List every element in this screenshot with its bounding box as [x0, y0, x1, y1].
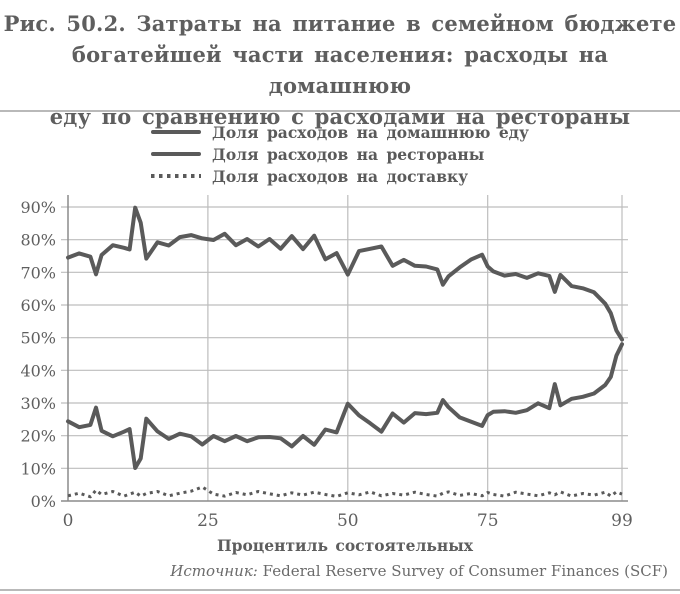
- y-tick-label-40: 40%: [20, 361, 56, 380]
- dotted-line-sample-icon: [151, 174, 202, 178]
- figure-title-line-3: еду по сравнению с расходами на ресторан…: [49, 104, 631, 129]
- legend-inner: Доля расходов на домашнюю еду Доля расхо…: [151, 121, 529, 187]
- legend-item-delivery: Доля расходов на доставку: [151, 165, 529, 187]
- y-tick-label-50: 50%: [20, 329, 56, 348]
- solid-line-sample-icon: [151, 130, 202, 134]
- figure-title-line-2: богатейшей части населения: расходы на д…: [71, 42, 609, 98]
- title-divider-rule: [0, 110, 680, 112]
- x-tick-label-75: 75: [477, 511, 499, 531]
- y-tick-label-20: 20%: [20, 427, 56, 446]
- legend-label-home-food: Доля расходов на домашнюю еду: [212, 122, 529, 142]
- legend-item-home-food: Доля расходов на домашнюю еду: [151, 121, 529, 143]
- source-label: Источник:: [170, 562, 258, 580]
- x-tick-label-50: 50: [337, 511, 359, 531]
- chart-legend: Доля расходов на домашнюю еду Доля расхо…: [0, 121, 680, 187]
- series-line-delivery: [67, 485, 623, 499]
- figure-title-line-1: Рис. 50.2. Затраты на питание в семейном…: [3, 11, 677, 36]
- figure-title: Рис. 50.2. Затраты на питание в семейном…: [0, 8, 680, 132]
- y-tick-label-60: 60%: [20, 296, 56, 315]
- y-tick-label-0: 0%: [31, 492, 56, 511]
- y-tick-label-10: 10%: [20, 459, 56, 478]
- source-note: Источник: Federal Reserve Survey of Cons…: [170, 562, 668, 580]
- x-tick-label-25: 25: [197, 511, 219, 531]
- y-tick-label-70: 70%: [20, 263, 56, 282]
- legend-item-restaurants: Доля расходов на рестораны: [151, 143, 529, 165]
- y-tick-label-90: 90%: [20, 198, 56, 217]
- source-text: Federal Reserve Survey of Consumer Finan…: [262, 562, 668, 580]
- line-chart-plot: 0% 10% 20% 30% 40% 50% 60% 70% 80% 90% 0 25 50 75 99: [20, 195, 633, 531]
- series-line-home-food: [66, 205, 624, 342]
- x-axis-title: Процентиль состоятельных: [216, 536, 474, 555]
- solid-line-sample-icon: [151, 152, 202, 156]
- legend-label-restaurants: Доля расходов на рестораны: [212, 144, 485, 164]
- x-tick-label-99: 99: [611, 511, 633, 531]
- y-tick-label-80: 80%: [20, 231, 56, 250]
- series-line-restaurants: [66, 342, 624, 470]
- bottom-rule: [0, 589, 680, 591]
- x-tick-label-0: 0: [63, 511, 74, 531]
- y-tick-label-30: 30%: [20, 394, 56, 413]
- legend-label-delivery: Доля расходов на доставку: [212, 166, 469, 186]
